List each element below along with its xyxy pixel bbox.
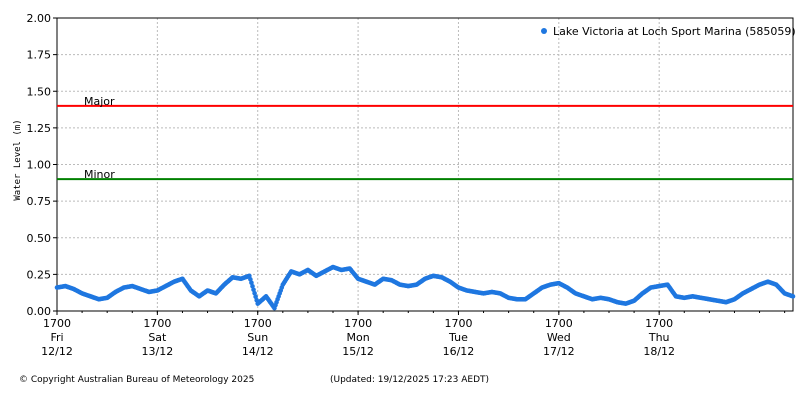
data-point — [253, 294, 258, 300]
x-tick-label: 12/12 — [41, 345, 73, 358]
threshold-label-major: Major — [84, 95, 115, 108]
x-tick-label: Wed — [547, 331, 571, 344]
x-tick-label: Tue — [448, 331, 468, 344]
legend-marker — [541, 28, 547, 34]
x-tick-label: 1700 — [344, 317, 372, 330]
x-axis: 1700Fri12/121700Sat13/121700Sun14/121700… — [41, 311, 786, 358]
data-point — [248, 277, 253, 282]
x-tick-label: 15/12 — [342, 345, 374, 358]
y-tick-label: 1.00 — [27, 159, 52, 172]
y-tick-label: 1.25 — [27, 122, 52, 135]
legend: Lake Victoria at Loch Sport Marina (5850… — [541, 25, 796, 38]
copyright-notice: © Copyright Australian Bureau of Meteoro… — [19, 375, 255, 385]
x-tick-label: Thu — [648, 331, 670, 344]
data-point — [247, 273, 252, 279]
y-tick-label: 0.00 — [27, 305, 52, 318]
x-tick-label: 1700 — [43, 317, 71, 330]
data-point — [250, 283, 255, 289]
data-point — [249, 280, 254, 286]
y-tick-label: 1.50 — [27, 85, 52, 98]
x-tick-label: 14/12 — [242, 345, 274, 358]
y-tick-label: 2.00 — [27, 12, 52, 25]
threshold-label-minor: Minor — [84, 168, 115, 181]
x-tick-label: 17/12 — [543, 345, 575, 358]
y-tick-label: 0.50 — [27, 232, 52, 245]
x-tick-label: Sat — [148, 331, 167, 344]
x-tick-label: Fri — [50, 331, 63, 344]
y-tick-label: 0.75 — [27, 195, 52, 208]
y-tick-label: 0.25 — [27, 268, 52, 281]
x-tick-label: 1700 — [645, 317, 673, 330]
data-point — [251, 287, 256, 293]
y-axis: 0.00 0.25 0.50 0.75 1.00 1.25 1.50 1.75 2.00 — [27, 12, 57, 318]
x-tick-label: 13/12 — [142, 345, 174, 358]
chart-grid — [56, 17, 793, 312]
x-tick-label: 16/12 — [443, 345, 475, 358]
x-tick-label: 1700 — [545, 317, 573, 330]
data-point — [790, 294, 796, 299]
y-tick-label: 1.75 — [27, 49, 52, 62]
x-tick-label: Sun — [247, 331, 268, 344]
x-tick-label: 18/12 — [643, 345, 675, 358]
series-points — [54, 264, 796, 311]
legend-label: Lake Victoria at Loch Sport Marina (5850… — [553, 25, 796, 38]
data-point — [252, 290, 257, 296]
x-tick-label: 1700 — [244, 317, 272, 330]
x-tick-label: Mon — [346, 331, 369, 344]
x-tick-label: 1700 — [143, 317, 171, 330]
y-axis-label: Water Level (m) — [13, 119, 23, 200]
updated-timestamp: (Updated: 19/12/2025 17:23 AEDT) — [330, 375, 490, 385]
threshold-lines: Major Minor — [57, 95, 793, 181]
x-tick-label: 1700 — [444, 317, 472, 330]
